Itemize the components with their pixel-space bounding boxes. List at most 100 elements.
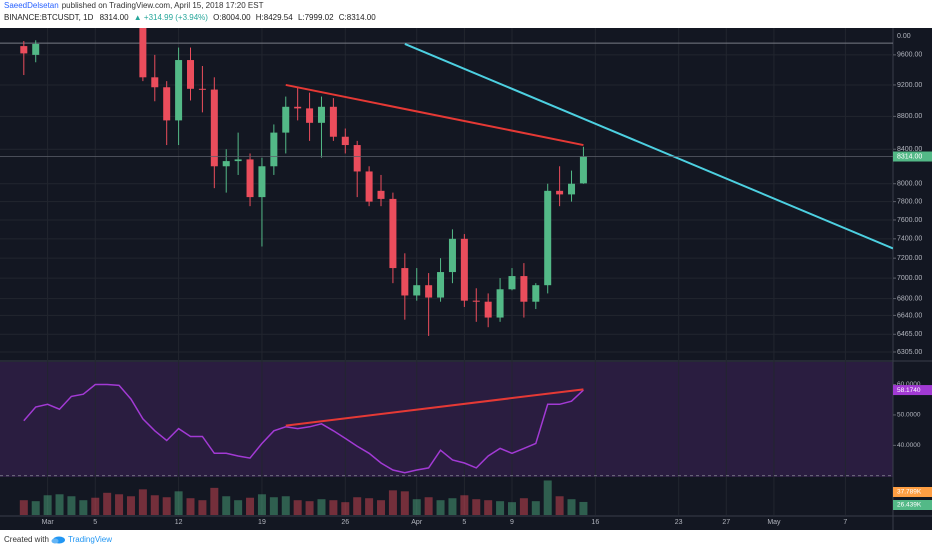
x-tick-label: 7 [843,519,847,526]
volume-bar [115,494,124,515]
candle-body [556,190,564,195]
symbol: BINANCE:BTCUSDT, 1D 8314.00 ▲ +314.99 (+… [4,13,376,22]
low: L:7999.02 [298,13,334,22]
open: O:8004.00 [213,13,251,22]
last: 8314.00 [100,13,129,22]
volume-label-box [893,487,932,497]
volume-bar [317,499,326,515]
candle-body [448,238,456,273]
volume-label: 37.789K [897,489,922,496]
rsi-tick-label: 60.0000 [897,381,921,388]
y-tick-label: 7000.00 [897,275,922,282]
x-tick-label: May [767,519,781,526]
y-tick-label: 7200.00 [897,255,922,262]
footer-bg [0,530,932,550]
x-tick-label: 19 [258,519,266,526]
volume-bar [55,494,64,515]
volume-bar [222,496,231,515]
candle-body [282,106,290,133]
y-tick-label: 8400.00 [897,146,922,153]
x-tick-label: 16 [591,519,599,526]
candle-body [377,190,385,199]
candle-body [472,300,480,302]
y-tick-label: 8800.00 [897,113,922,120]
volume-bar [460,495,469,515]
candle-body [306,108,314,123]
published: published on TradingView.com, April 15, … [62,1,264,10]
candle-body [568,183,576,195]
volume-bar [329,500,338,515]
y-tick-label: 8000.00 [897,181,922,188]
candle-body [544,190,552,286]
volume-bar [293,500,302,515]
volume-bar [246,497,255,515]
volume-bar [412,499,421,515]
x-tick-label: Mar [42,519,55,526]
candle-body [20,46,28,54]
x-tick-label: 27 [722,519,730,526]
candle-body [198,88,206,90]
axes: 9600.00 9200.00 8800.00 8400.00 8000.00 7800.… [0,52,932,526]
y-tick-label: 9200.00 [897,82,922,89]
volume-bar [448,498,457,515]
rsi-value-box [893,385,932,396]
candle-body [532,285,540,302]
rsi-pane-bg [0,362,893,477]
candle-body [401,268,409,296]
footer-created: Created with [4,535,49,544]
y-tick-label: 6305.00 [897,349,922,356]
volume-bar [103,492,112,515]
lower-pane [19,383,588,515]
x-tick-label: 26 [341,519,349,526]
footer-brand: TradingView [68,535,112,544]
candle-body [139,28,147,78]
rsi-tick-label: 50.0000 [897,412,921,419]
grid [0,28,893,515]
volume-bar [257,494,266,515]
rsi-line [23,383,584,474]
candle-body [329,106,337,137]
volume-bar [424,497,433,515]
rsi-tick-label: 40.0000 [897,442,921,449]
volume-bar [67,496,76,515]
candle-body [317,106,325,123]
y-tick-label: 6640.00 [897,312,922,319]
volume-bar [555,496,564,515]
candle-body [579,156,587,184]
volume-bar [377,500,386,515]
x-tick-label: 5 [462,519,466,526]
x-tick-label: 12 [175,519,183,526]
y-tick-label: 7800.00 [897,198,922,205]
header-bg [0,0,932,28]
volume-label: 26.439K [897,502,922,509]
candle-body [413,285,421,296]
volume-bar [507,502,516,515]
last-price-label: 8314.00 [897,153,922,160]
y-tick-label: 7600.00 [897,217,922,224]
volume-bar [150,495,159,515]
candle-body [353,145,361,172]
volume-bar [472,499,481,515]
candle-body [425,285,433,298]
candle-body [234,159,242,162]
y-tick-label: 6800.00 [897,295,922,302]
volume-bar [174,491,183,515]
candle-body [365,171,373,202]
volume-bar [400,491,409,515]
candle-body [484,301,492,318]
candle-body [32,43,40,55]
tv-logo [51,536,65,544]
volume-bar [138,489,147,515]
candle-body [520,276,528,302]
volume-bar [126,496,135,515]
candle-body [437,272,445,298]
volume-bar [531,501,540,515]
y-tick-label: 9600.00 [897,52,922,59]
candle-body [151,77,159,88]
x-tick-label: 9 [510,519,514,526]
candle-body [341,136,349,146]
author[interactable]: SaeedDelsetan [4,1,59,10]
candle-body [258,166,266,198]
